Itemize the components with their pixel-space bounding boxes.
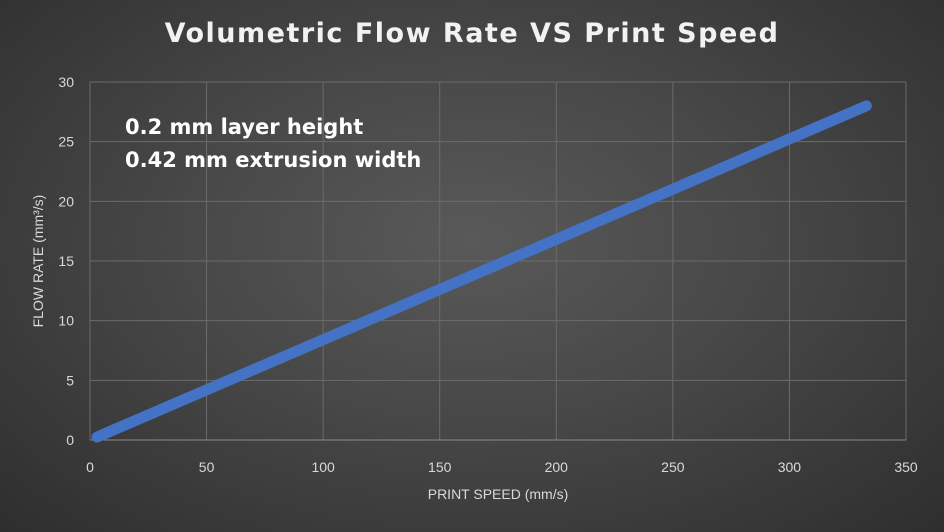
x-tick-label-0: 0 <box>86 459 94 475</box>
x-tick-label-200: 200 <box>545 459 569 475</box>
chart-title: Volumetric Flow Rate VS Print Speed <box>164 18 780 49</box>
annotation-extrusion-width: 0.42 mm extrusion width <box>125 148 422 172</box>
x-tick-label-50: 50 <box>199 459 215 475</box>
annotation-layer-height: 0.2 mm layer height <box>125 115 364 139</box>
x-axis-label: PRINT SPEED (mm/s) <box>427 486 569 502</box>
y-tick-label-30: 30 <box>58 74 74 90</box>
x-tick-label-100: 100 <box>311 459 335 475</box>
x-tick-label-150: 150 <box>428 459 452 475</box>
y-axis-label: FLOW RATE (mm³/s) <box>30 194 46 328</box>
x-tick-label-300: 300 <box>778 459 802 475</box>
y-tick-label-5: 5 <box>66 372 74 388</box>
y-tick-label-0: 0 <box>66 432 74 448</box>
y-tick-label-10: 10 <box>58 313 74 329</box>
y-tick-label-15: 15 <box>58 253 74 269</box>
y-tick-label-20: 20 <box>58 193 74 209</box>
x-tick-label-350: 350 <box>894 459 918 475</box>
series-line-0 <box>91 100 872 443</box>
y-tick-label-25: 25 <box>58 134 74 150</box>
x-tick-label-250: 250 <box>661 459 685 475</box>
series-layer <box>91 100 872 443</box>
